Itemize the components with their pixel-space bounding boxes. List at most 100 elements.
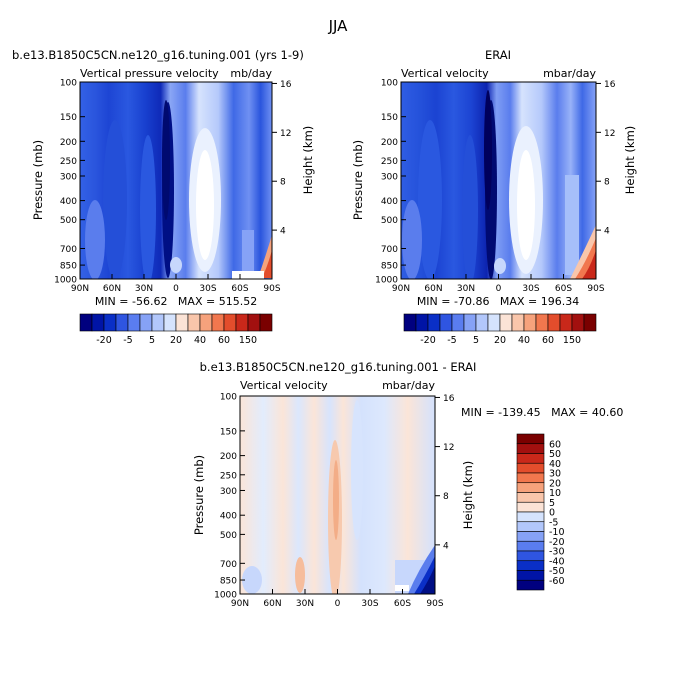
- colorbar-label: -60: [549, 576, 565, 587]
- panel-model-subtitle-left: Vertical pressure velocity: [80, 67, 219, 80]
- y-tick-label: 400: [60, 197, 77, 207]
- panel-model-ylabel-right: Height (km): [301, 126, 315, 195]
- colorbar-swatch: [487, 313, 501, 332]
- colorbar-label: -50: [549, 566, 565, 577]
- y-tick-label: 300: [381, 172, 398, 182]
- colorbar-label: 5: [149, 335, 155, 346]
- y-tick-label: 500: [220, 531, 237, 541]
- x-tick-label: 30N: [296, 599, 314, 609]
- colorbar-label: 20: [170, 335, 182, 346]
- panel-erai-ylabel-right: Height (km): [623, 126, 637, 195]
- y-tick-label: 400: [220, 512, 237, 522]
- colorbar-label: 5: [473, 335, 479, 346]
- colorbar-swatch: [463, 313, 477, 332]
- x-tick-label: 60S: [394, 599, 411, 609]
- colorbar-label: 150: [563, 335, 581, 346]
- x-tick-label: 30S: [522, 284, 539, 294]
- colorbar-label: -30: [549, 547, 565, 558]
- x-tick-label: 30S: [199, 284, 216, 294]
- colorbar-swatch: [535, 313, 549, 332]
- panel-erai-subtitle-left: Vertical velocity: [401, 67, 489, 80]
- y-tick-label: 500: [381, 216, 398, 226]
- panel-model-field: [80, 82, 272, 279]
- colorbar-label: 5: [549, 498, 555, 509]
- y-tick-label: 700: [60, 245, 77, 255]
- colorbar-label: 30: [549, 469, 561, 480]
- colorbar-swatch: [499, 313, 513, 332]
- panel-erai-colorbar: -20 -5 5 20 40 60 150: [403, 313, 597, 346]
- colorbar-swatch: [103, 313, 117, 332]
- y-tick-label: 250: [381, 157, 398, 167]
- height-tick-label: 12: [604, 129, 615, 139]
- colorbar-swatch: [516, 462, 545, 474]
- y-tick-label: 250: [60, 157, 77, 167]
- panel-model: b.e13.B1850C5CN.ne120_g16.tuning.001 (yr…: [12, 48, 315, 346]
- colorbar-label: -5: [123, 335, 132, 346]
- colorbar-swatch: [516, 433, 545, 445]
- colorbar-swatch: [127, 313, 141, 332]
- panel-model-stats: MIN = -56.62 MAX = 515.52: [95, 295, 257, 308]
- colorbar-swatch: [235, 313, 249, 332]
- colorbar-swatch: [163, 313, 177, 332]
- colorbar-swatch: [511, 313, 525, 332]
- colorbar-swatch: [559, 313, 573, 332]
- panel-model-subtitle-right: mb/day: [230, 67, 272, 80]
- panel-erai-subtitle-right: mbar/day: [543, 67, 596, 80]
- y-tick-label: 150: [381, 113, 398, 123]
- height-tick-label: 12: [443, 443, 454, 453]
- x-tick-label: 0: [173, 284, 179, 294]
- colorbar-label: 150: [239, 335, 257, 346]
- panel-erai: ERAI Vertical velocity mbar/day 100 150 20…: [351, 48, 637, 346]
- x-tick-label: 0: [496, 284, 502, 294]
- x-tick-label: 90S: [426, 599, 443, 609]
- colorbar-swatch: [516, 570, 545, 581]
- x-tick-label: 90N: [392, 284, 410, 294]
- panel-diff-axes: 100 150 200 250 300 400 500 700 850 1000 4 8 12 16 90N…: [214, 393, 455, 610]
- height-tick-label: 8: [604, 178, 610, 188]
- height-tick-label: 4: [604, 227, 610, 237]
- panel-erai-axes: 100 150 200 250 300 400 500 700 850 1000 4 8 12 16 90N…: [375, 79, 616, 295]
- figure-title: JJA: [328, 17, 349, 35]
- x-tick-label: 90N: [71, 284, 89, 294]
- colorbar-swatch: [199, 313, 213, 332]
- colorbar-label: -20: [549, 537, 565, 548]
- colorbar-swatch: [223, 313, 237, 332]
- x-tick-label: 30N: [457, 284, 475, 294]
- colorbar-label: 20: [494, 335, 506, 346]
- colorbar-swatch: [516, 531, 545, 542]
- height-tick-label: 8: [280, 178, 286, 188]
- x-tick-label: 60S: [555, 284, 572, 294]
- x-tick-label: 30S: [361, 599, 378, 609]
- y-tick-label: 300: [220, 487, 237, 497]
- colorbar-swatch: [91, 313, 105, 332]
- colorbar-swatch: [187, 313, 201, 332]
- colorbar-label: 40: [549, 459, 561, 470]
- y-tick-label: 850: [60, 262, 77, 272]
- height-tick-label: 16: [443, 394, 455, 404]
- y-tick-label: 200: [220, 452, 237, 462]
- colorbar-label: 10: [549, 488, 561, 499]
- colorbar-swatch: [451, 313, 465, 332]
- y-tick-label: 200: [60, 138, 77, 148]
- panel-diff-field: [240, 396, 435, 594]
- height-tick-label: 4: [443, 541, 449, 551]
- y-tick-label: 850: [381, 262, 398, 272]
- colorbar-swatch: [427, 313, 441, 332]
- panel-diff-subtitle-right: mbar/day: [382, 379, 435, 392]
- y-tick-label: 100: [381, 79, 398, 89]
- colorbar-swatch: [516, 521, 545, 532]
- colorbar-label: 40: [194, 335, 206, 346]
- y-tick-label: 100: [60, 79, 77, 89]
- panel-model-title: b.e13.B1850C5CN.ne120_g16.tuning.001 (yr…: [12, 48, 304, 62]
- y-tick-label: 850: [220, 577, 237, 587]
- colorbar-swatch: [415, 313, 429, 332]
- x-tick-label: 0: [335, 599, 341, 609]
- x-tick-label: 60N: [103, 284, 121, 294]
- colorbar-swatch: [571, 313, 585, 332]
- colorbar-swatch: [439, 313, 453, 332]
- x-tick-label: 90N: [231, 599, 249, 609]
- colorbar-label: 60: [549, 439, 561, 450]
- y-tick-label: 700: [220, 560, 237, 570]
- height-tick-label: 8: [443, 492, 449, 502]
